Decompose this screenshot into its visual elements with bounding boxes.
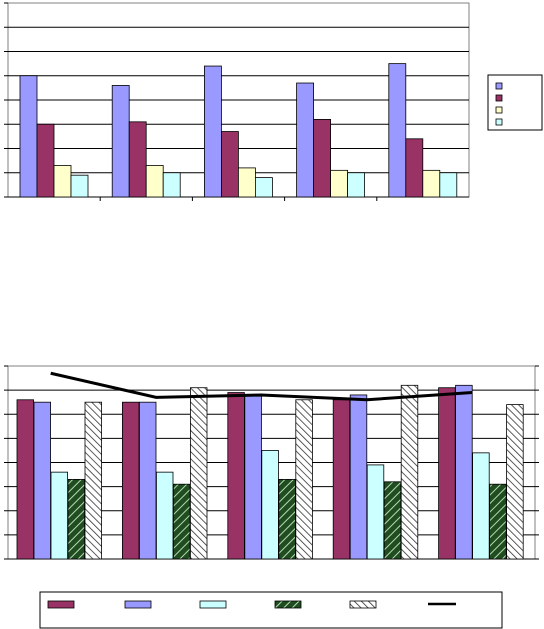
bar-series-1 xyxy=(332,399,351,560)
bar-series-2 xyxy=(349,394,368,560)
bar-series-4 xyxy=(278,478,296,560)
bar-series-5 xyxy=(400,384,419,560)
bar-series-3 xyxy=(422,169,441,198)
legend-swatch-3 xyxy=(495,106,503,114)
bar-series-4 xyxy=(70,174,89,198)
bar-series-2 xyxy=(405,138,424,198)
bar-series-2 xyxy=(244,394,262,560)
legend-swatch-5 xyxy=(349,600,377,609)
bar-series-4 xyxy=(347,172,366,198)
bar-series-3 xyxy=(472,452,490,560)
bar-series-1 xyxy=(203,65,222,198)
bar-series-5 xyxy=(189,387,208,560)
bar-series-5 xyxy=(295,399,313,560)
bar-series-3 xyxy=(330,169,349,198)
bar-series-1 xyxy=(388,63,407,198)
legend-swatch-2 xyxy=(124,600,152,609)
legend-swatch-2 xyxy=(495,94,503,102)
bar-series-2 xyxy=(36,123,55,198)
bar-series-2 xyxy=(33,401,52,560)
bar-series-2 xyxy=(138,401,157,560)
bar-series-3 xyxy=(261,450,279,560)
bar-series-2 xyxy=(313,119,332,198)
legend-swatch-3 xyxy=(199,600,227,609)
bar-series-4 xyxy=(172,483,191,560)
legend-swatch-4 xyxy=(274,600,302,609)
bar-series-4 xyxy=(67,478,86,560)
bar-series-3 xyxy=(53,165,72,198)
bar-series-1 xyxy=(438,387,456,560)
bar-series-1 xyxy=(296,82,315,198)
line-series xyxy=(50,371,473,402)
bar-series-1 xyxy=(122,401,140,560)
top-bar-chart xyxy=(4,2,543,201)
bar-series-1 xyxy=(227,392,245,560)
legend-box xyxy=(39,591,503,629)
bar-series-3 xyxy=(145,165,164,198)
bar-series-3 xyxy=(366,464,385,560)
bar-series-3 xyxy=(155,471,174,560)
legend-swatch-4 xyxy=(495,118,503,126)
bar-series-4 xyxy=(162,172,181,198)
bar-series-1 xyxy=(19,75,38,198)
bottom-combo-chart xyxy=(4,365,539,629)
bar-series-4 xyxy=(489,483,507,560)
legend-swatch-1 xyxy=(495,82,503,90)
bar-series-3 xyxy=(237,167,256,198)
bar-series-4 xyxy=(439,172,458,198)
bar-series-4 xyxy=(383,481,402,560)
legend-swatch-1 xyxy=(47,600,75,609)
bar-series-4 xyxy=(254,177,273,198)
bar-series-3 xyxy=(50,471,69,560)
bar-series-5 xyxy=(506,404,524,560)
bar-series-2 xyxy=(455,384,473,560)
bar-series-5 xyxy=(84,401,103,560)
bar-series-1 xyxy=(111,85,130,198)
bar-series-2 xyxy=(220,131,239,198)
bar-series-1 xyxy=(16,399,35,560)
bar-series-2 xyxy=(128,121,147,198)
